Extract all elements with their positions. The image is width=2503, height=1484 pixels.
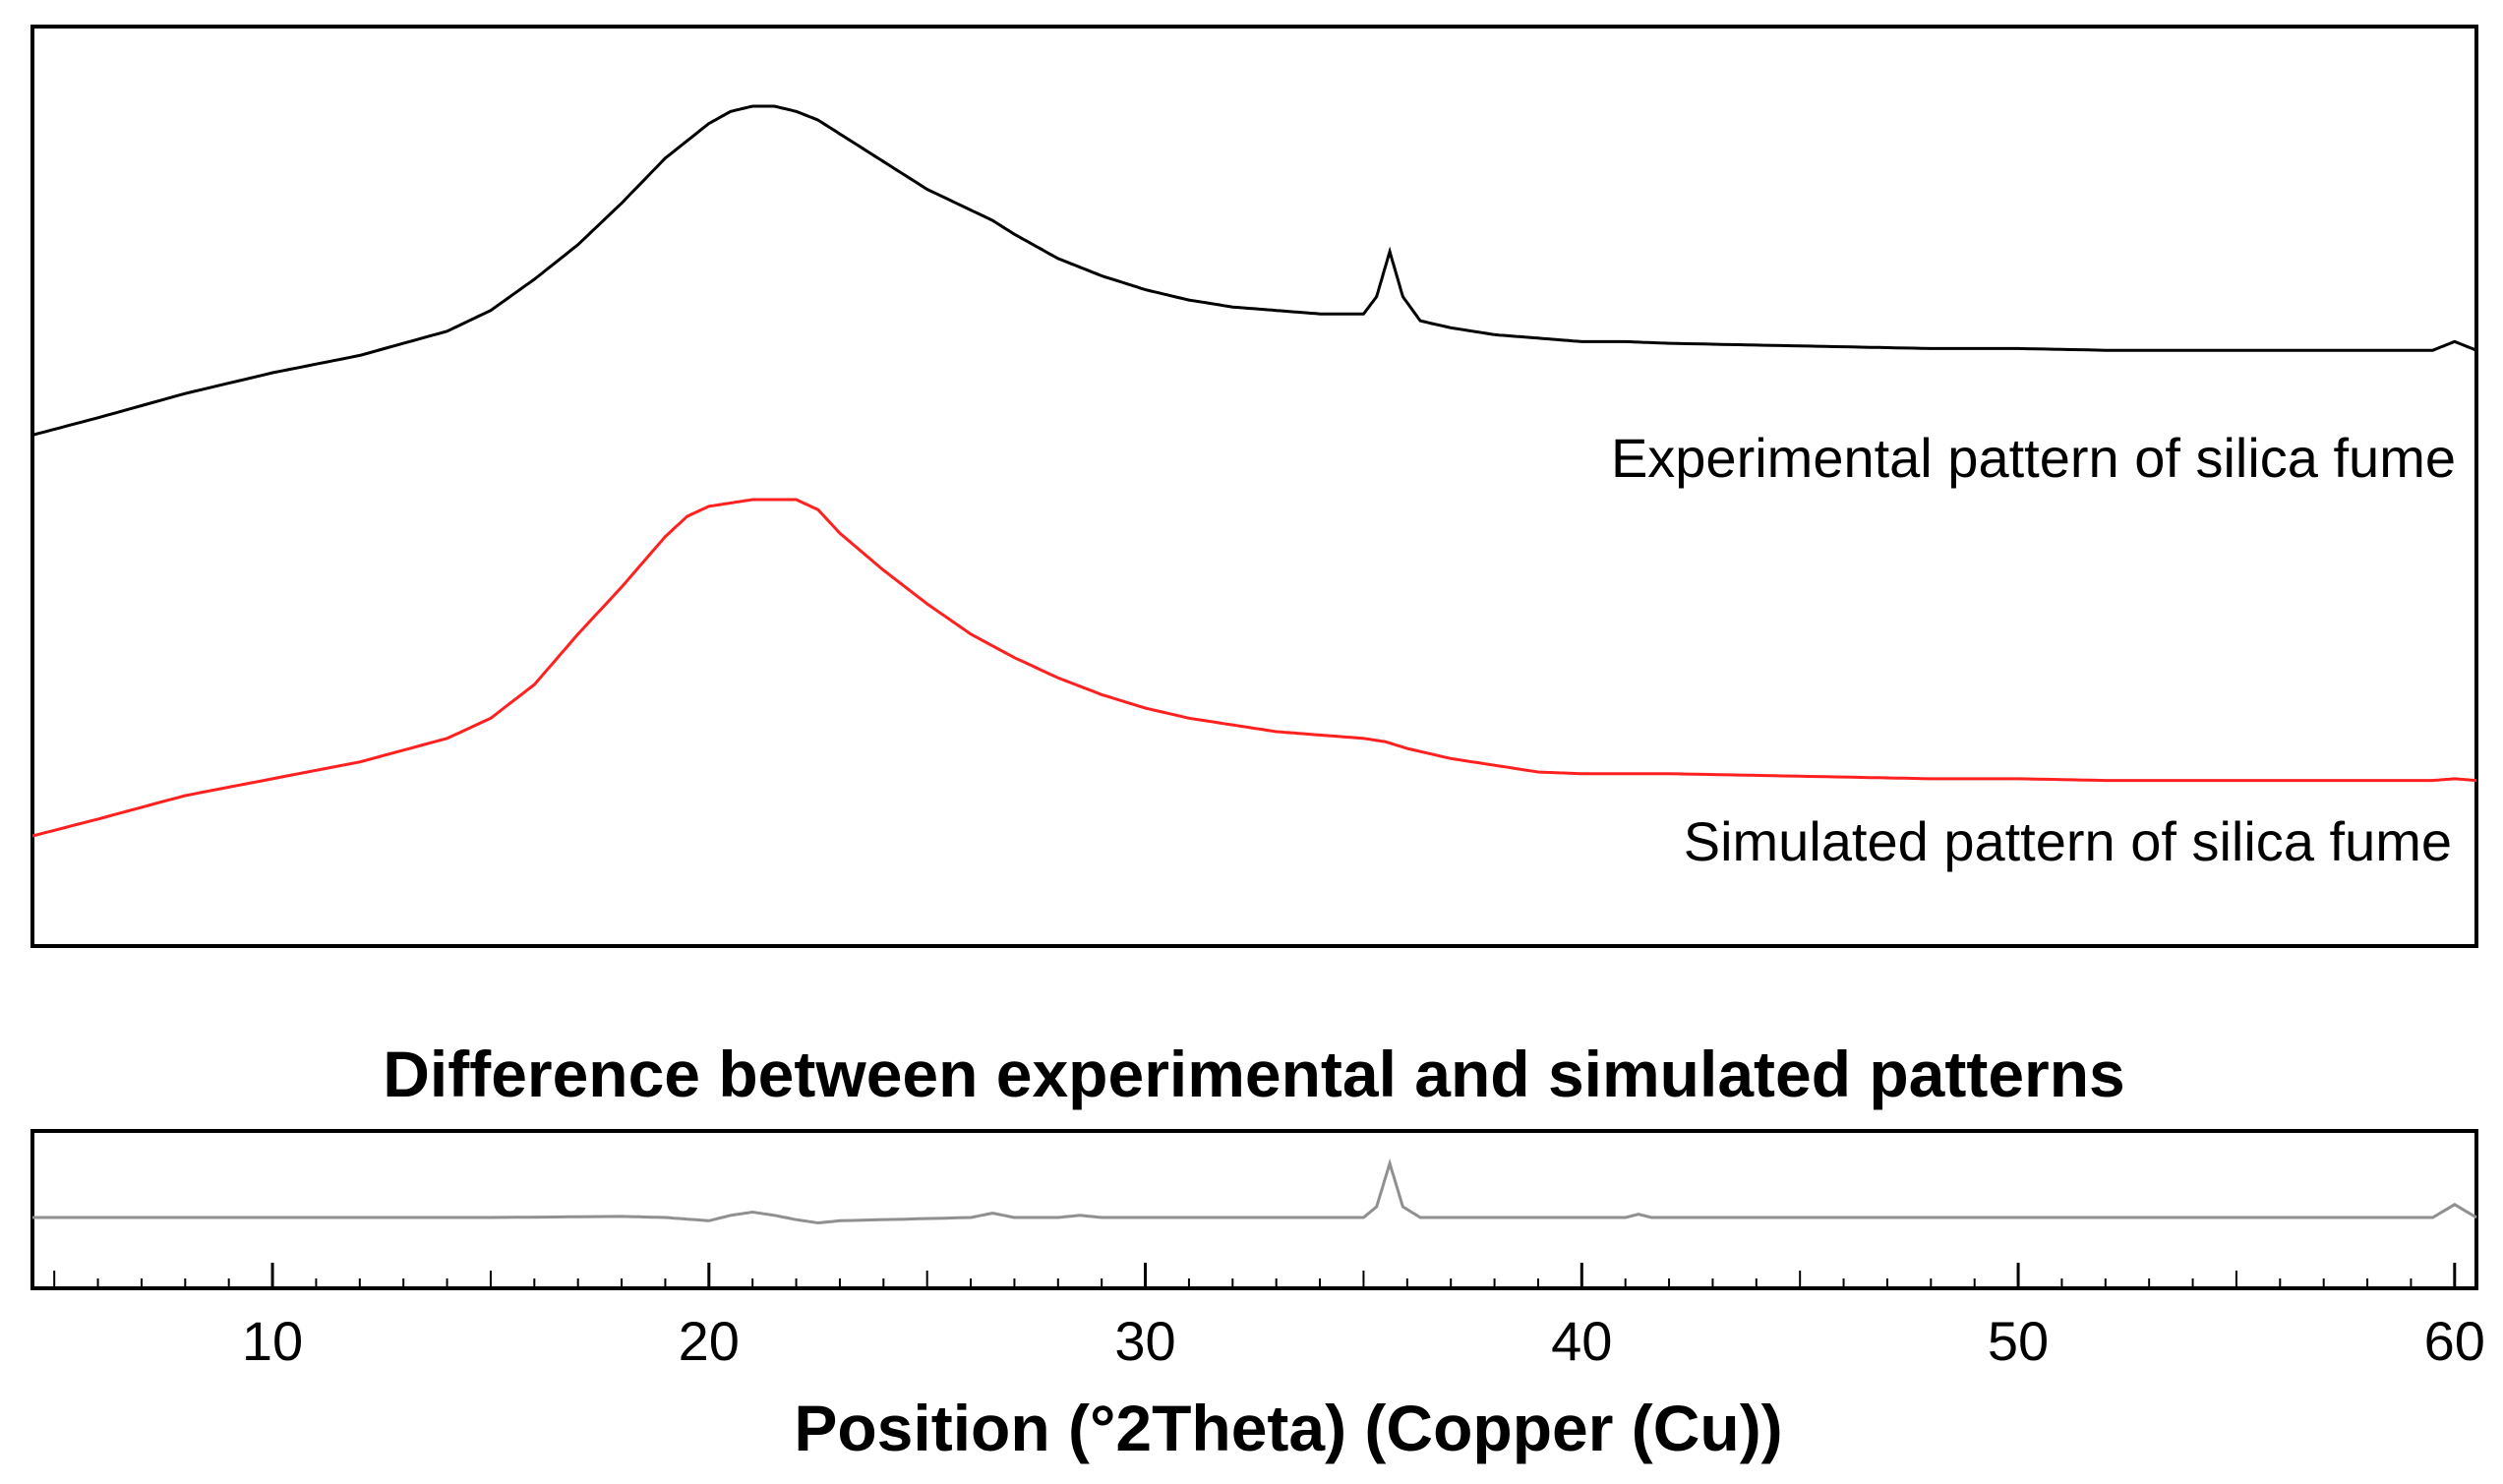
x-tick-label: 40 [1551, 1310, 1612, 1372]
difference-pattern-line [32, 1158, 2477, 1225]
experimental-pattern-line [31, 104, 2477, 437]
x-tick-label: 20 [679, 1310, 740, 1372]
difference-panel-title: Difference between experimental and simu… [383, 1038, 2125, 1110]
x-tick-label: 30 [1114, 1310, 1175, 1372]
top-panel-frame [30, 25, 2478, 948]
x-axis-title: Position (°2Theta) (Copper (Cu)) [794, 1392, 1782, 1464]
simulated-pattern-label: Simulated pattern of silica fume [1684, 810, 2452, 872]
simulated-pattern-line [31, 498, 2477, 838]
x-tick-label: 50 [1988, 1310, 2049, 1372]
x-axis-ticks: 10 20 30 40 50 60 [53, 1263, 2485, 1372]
experimental-pattern-label: Experimental pattern of silica fume [1611, 427, 2456, 489]
bottom-panel-frame [30, 1129, 2478, 1290]
x-tick-label: 60 [2424, 1310, 2485, 1372]
x-tick-label: 10 [242, 1310, 303, 1372]
